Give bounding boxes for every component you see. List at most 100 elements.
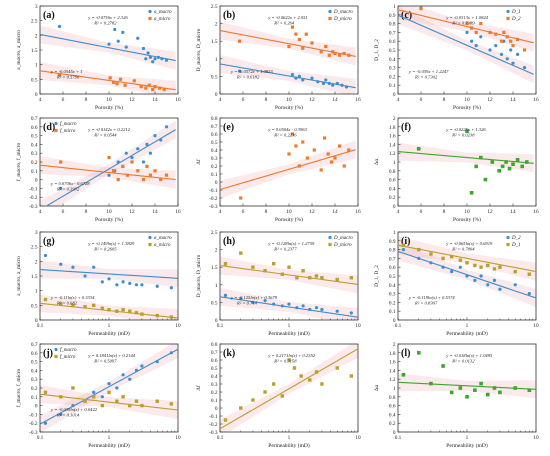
point-olive <box>155 313 159 318</box>
point-blue <box>505 57 509 61</box>
point-orange <box>502 30 506 34</box>
y-tick-label: 1 <box>215 57 218 63</box>
legend-marker <box>54 347 58 352</box>
point-blue <box>450 270 454 274</box>
point-blue <box>43 253 48 258</box>
legend-label: D_micro <box>333 243 352 248</box>
y-tick-label: 0.5 <box>211 366 218 372</box>
fit-r2: R² = 0.264 <box>273 21 295 26</box>
point-orange <box>107 156 111 160</box>
y-tick-label: 0.6 <box>389 39 396 45</box>
y-tick-label: 1.2 <box>389 377 396 383</box>
y-axis-label: Δf <box>195 159 202 165</box>
point-green <box>500 164 505 169</box>
point-olive <box>134 310 139 315</box>
point-olive <box>121 308 125 312</box>
point-orange <box>287 44 291 49</box>
x-tick-label: 1 <box>108 435 111 441</box>
point-orange <box>287 152 291 156</box>
legend: f_macro f_micro <box>54 121 77 134</box>
point-blue <box>486 283 490 287</box>
point-orange <box>290 132 295 136</box>
y-tick-label: 1.6 <box>389 134 396 140</box>
point-blue <box>417 256 421 260</box>
panel-label: (c) <box>401 10 412 21</box>
point-olive <box>417 247 421 252</box>
point-orange <box>115 82 119 86</box>
y-tick-label: 0.3 <box>211 156 218 162</box>
fit-equation: y = -0.11ln(x) + 0.3334 <box>50 295 95 300</box>
point-blue <box>59 186 63 190</box>
point-orange <box>319 168 323 172</box>
y-tick-label: 2 <box>35 33 38 39</box>
x-tick-label: 10 <box>106 209 112 215</box>
y-tick-label: 0.2 <box>389 300 396 306</box>
point-blue <box>134 368 139 372</box>
point-olive <box>107 390 111 395</box>
point-blue <box>144 57 148 61</box>
y-axis-label: a_macro, a_micro <box>16 30 22 70</box>
panel-l: 0 0.2 0.4 0.6 0.8 1 1.2 1.4 1.6 1.8 2 0.1 1 10 Δα (l) y … <box>374 342 539 441</box>
fit-equation: y = -0.0756x + 2.326 <box>87 15 128 20</box>
point-olive <box>59 302 63 306</box>
point-green <box>498 390 502 395</box>
point-olive <box>83 305 87 309</box>
y-tick-label: 2 <box>393 116 396 122</box>
fit-r2: R² = 0.7389 <box>451 21 475 26</box>
point-olive <box>239 406 243 410</box>
fit-equation: y = -0.128ln(x) + 1.2759 <box>267 241 315 246</box>
legend-marker <box>54 121 58 126</box>
y-tick-label: 0.6 <box>389 404 396 410</box>
x-tick-label: 16 <box>175 97 181 103</box>
point-orange <box>151 88 155 92</box>
y-axis-label: D_1, D_2 <box>374 39 380 61</box>
y-tick-label: 0.3 <box>211 382 218 388</box>
point-orange <box>333 156 337 160</box>
x-axis-label: Porosity (%) <box>275 216 303 223</box>
point-blue <box>344 85 349 89</box>
panel-label: (h) <box>223 236 235 247</box>
fit-lines <box>398 9 534 75</box>
point-blue <box>71 265 75 269</box>
point-green <box>527 388 532 392</box>
point-orange <box>305 156 309 160</box>
y-tick-label: 0.6 <box>31 351 38 357</box>
data-points <box>43 253 174 319</box>
point-blue <box>488 48 492 52</box>
point-orange <box>145 164 149 168</box>
x-tick-label: 1 <box>288 435 291 441</box>
point-blue <box>124 45 128 49</box>
y-tick-label: 2.5 <box>211 4 218 10</box>
point-olive <box>71 303 75 308</box>
x-axis-label: Porosity (%) <box>453 216 481 223</box>
x-tick-label: 8 <box>85 97 88 103</box>
y-tick-label: 1.5 <box>211 265 218 271</box>
point-blue <box>121 280 125 284</box>
point-orange <box>147 83 151 87</box>
point-olive <box>498 265 502 269</box>
point-olive <box>155 399 159 403</box>
point-orange <box>118 77 123 81</box>
point-blue <box>479 274 483 278</box>
fit-equation: y = -0.065ln(x) + 0.6919 <box>445 241 493 246</box>
y-tick-label: 0.7 <box>31 116 38 122</box>
y-tick-label: 0 <box>35 178 38 184</box>
y-tick-label: 0.6 <box>389 178 396 184</box>
point-olive <box>441 256 445 261</box>
y-tick-label: -0.3 <box>29 430 38 436</box>
y-tick-label: 0.2 <box>31 160 38 166</box>
fit-equation: y = 0.1841ln(x) + 0.2144 <box>87 353 135 358</box>
point-blue <box>136 36 140 40</box>
point-olive <box>263 390 267 394</box>
y-tick-label: 0.3 <box>31 377 38 383</box>
y-tick-label: 1.4 <box>389 142 396 148</box>
point-blue <box>223 293 228 297</box>
y-tick-label: 0.5 <box>389 48 396 54</box>
point-blue <box>57 24 62 29</box>
point-olive <box>401 243 406 247</box>
fit-line <box>45 129 176 206</box>
y-tick-label: 0.6 <box>389 265 396 271</box>
y-tick-label: 1.6 <box>389 360 396 366</box>
point-green <box>401 373 406 377</box>
